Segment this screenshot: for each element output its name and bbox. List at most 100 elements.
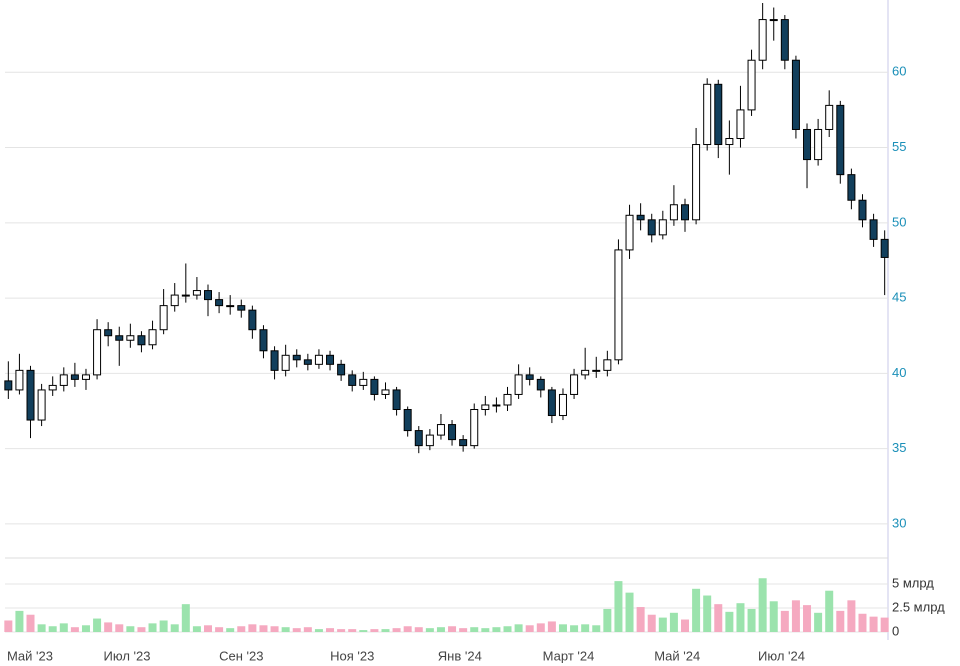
candle-body — [581, 369, 590, 376]
candle-body — [26, 369, 35, 421]
volume-bar — [669, 612, 678, 632]
volume-bar — [692, 588, 701, 632]
volume-bar — [570, 625, 579, 632]
candle-body — [15, 369, 24, 391]
candle-body — [814, 128, 823, 161]
volume-bar — [736, 603, 745, 632]
volume-bar — [625, 592, 634, 632]
candle-body — [170, 294, 179, 307]
candle-body — [292, 354, 301, 361]
volume-bar — [414, 627, 423, 632]
candle-body — [680, 204, 689, 221]
candle-body — [570, 374, 579, 395]
volume-bar — [714, 604, 723, 632]
y-tick-label: 2.5 млрд — [892, 599, 945, 614]
volume-bar — [181, 604, 190, 632]
volume-bar — [148, 623, 157, 632]
x-tick-label: Янв '24 — [438, 648, 482, 663]
volume-bar — [403, 626, 412, 632]
volume-bar — [647, 614, 656, 632]
candle-body — [536, 378, 545, 391]
y-tick-label: 40 — [892, 365, 906, 380]
candle-body — [215, 299, 224, 307]
x-tick-label: Ноя '23 — [330, 648, 374, 663]
volume-bar — [658, 617, 667, 632]
candle-body — [558, 393, 567, 417]
volume-bar — [769, 601, 778, 632]
candle-body — [259, 329, 268, 352]
volume-bar — [459, 628, 468, 632]
candle-body — [270, 350, 279, 371]
volume-bar — [847, 600, 856, 632]
volume-bar — [70, 627, 79, 632]
volume-bar — [536, 623, 545, 632]
candle-body — [481, 404, 490, 411]
volume-bar — [37, 624, 46, 632]
candle-body — [81, 374, 90, 380]
y-tick-label: 55 — [892, 139, 906, 154]
candle-body — [148, 329, 157, 346]
candle-body — [4, 380, 13, 391]
candle-body — [459, 439, 468, 447]
candle-body — [392, 389, 401, 411]
volume-bar — [814, 612, 823, 632]
y-tick-label: 30 — [892, 515, 906, 530]
volume-bar — [503, 626, 512, 632]
candle-body — [547, 389, 556, 417]
candle-body — [436, 424, 445, 436]
volume-bar — [592, 625, 601, 632]
volume-bar — [204, 625, 213, 632]
volume-bar — [348, 629, 357, 632]
candle-body — [736, 109, 745, 140]
candle-body — [614, 249, 623, 361]
candle-body — [126, 335, 135, 341]
candle-body — [337, 363, 346, 376]
volume-bar — [525, 625, 534, 632]
y-tick-label: 45 — [892, 290, 906, 305]
candle-body — [492, 404, 501, 407]
y-tick-label: 50 — [892, 214, 906, 229]
candle-body — [326, 354, 335, 365]
volume-bar — [858, 613, 867, 632]
volume-bar — [237, 626, 246, 632]
y-tick-label: 5 млрд — [892, 575, 934, 590]
volume-bar — [758, 578, 767, 632]
volume-bar — [137, 627, 146, 632]
candle-body — [226, 305, 235, 308]
volume-bar — [59, 623, 68, 632]
candle-body — [181, 294, 190, 297]
candle-body — [880, 238, 889, 258]
candle-body — [237, 305, 246, 311]
y-tick-label: 60 — [892, 64, 906, 79]
volume-bar — [15, 610, 24, 632]
candle-body — [192, 290, 201, 296]
candle-body — [769, 19, 778, 22]
volume-bar — [292, 628, 301, 632]
candle-body — [381, 389, 390, 395]
y-tick-label: 0 — [892, 623, 899, 638]
volume-bar — [680, 619, 689, 632]
candle-body — [836, 104, 845, 176]
candle-body — [703, 83, 712, 146]
volume-bar — [81, 625, 90, 632]
candle-body — [603, 359, 612, 371]
volume-bar — [215, 627, 224, 632]
volume-bar — [270, 626, 279, 632]
volume-bar — [170, 624, 179, 632]
candle-body — [370, 378, 379, 395]
candle-body — [59, 374, 68, 386]
candle-body — [37, 389, 46, 421]
x-tick-label: Март '24 — [543, 648, 595, 663]
volume-bar — [126, 626, 135, 632]
x-tick-label: Май '23 — [7, 648, 53, 663]
volume-bar — [248, 624, 257, 632]
candle-body — [503, 393, 512, 406]
candle-body — [470, 409, 479, 447]
candle-body — [636, 214, 645, 221]
candle-body — [647, 219, 656, 236]
volume-bar — [614, 581, 623, 632]
candle-body — [625, 214, 634, 251]
x-tick-label: Июл '23 — [104, 648, 151, 663]
volume-bar — [281, 627, 290, 632]
x-tick-label: Май '24 — [654, 648, 700, 663]
